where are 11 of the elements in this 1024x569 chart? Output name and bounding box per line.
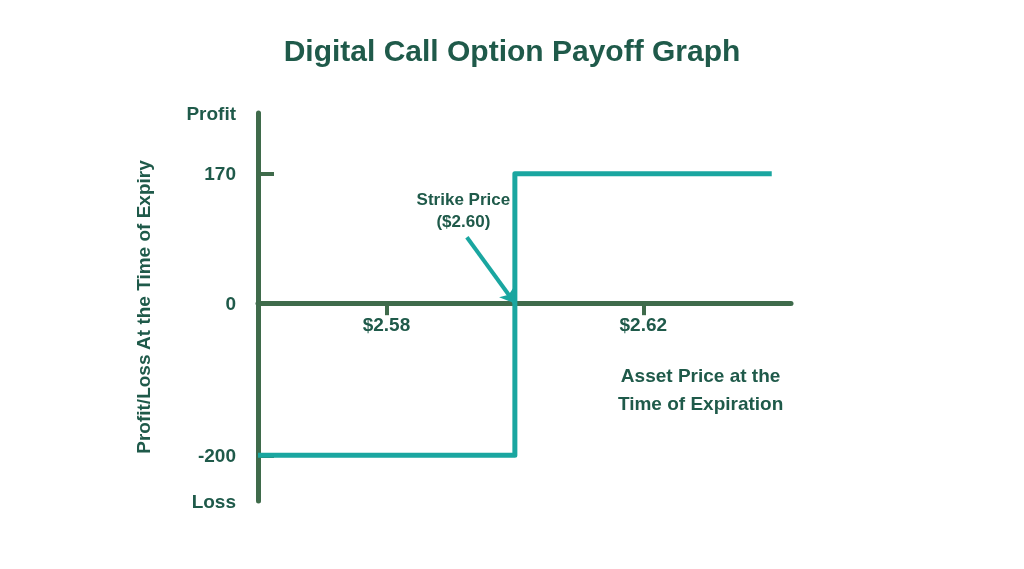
y-axis-title: Profit/Loss At the Time of Expiry (133, 159, 154, 454)
x-tick-label: $2.58 (362, 314, 411, 336)
y-tick-label: 0 (225, 292, 236, 314)
chart-title: Digital Call Option Payoff Graph (283, 33, 741, 67)
y-tick-label: 170 (204, 163, 236, 185)
annotation: Strike Price ($2.60) (416, 189, 511, 231)
y-tick-label: Loss (191, 490, 236, 512)
x-axis-title: Asset Price at the Time of Expiration (617, 364, 784, 414)
y-tick-label: -200 (197, 444, 236, 466)
y-tick-label: Profit (186, 102, 237, 124)
x-tick-label: $2.62 (619, 314, 668, 336)
